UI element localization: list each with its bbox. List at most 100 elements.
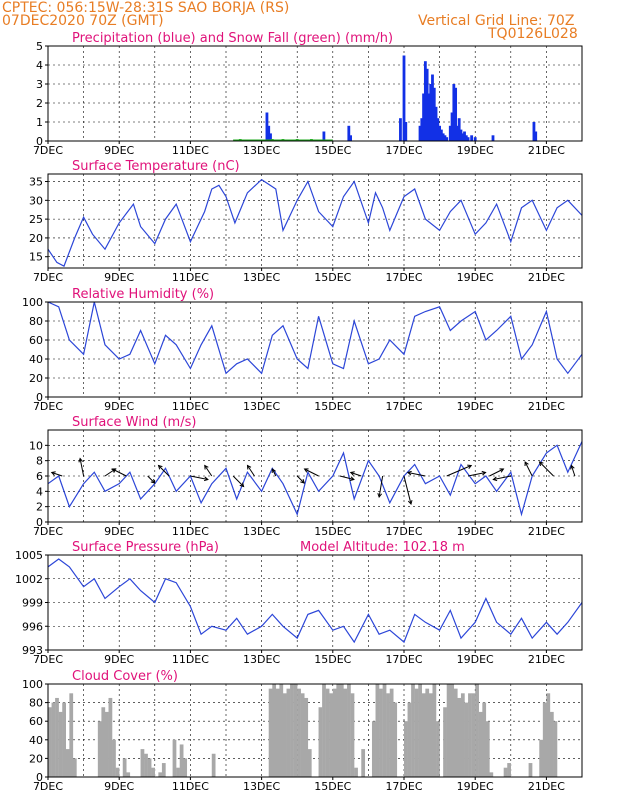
wind-arrow (403, 475, 412, 505)
precip-bar (404, 122, 408, 141)
cloud-bar (293, 684, 298, 777)
precip-bar (322, 131, 326, 141)
y-tick-label: 20 (29, 752, 43, 765)
wind-arrow (446, 465, 472, 477)
cloud-bar (329, 693, 333, 777)
cloud-bar (418, 684, 422, 777)
y-tick-label: 100 (22, 678, 43, 691)
x-tick-label: 13DEC (243, 400, 280, 413)
wind-arrow (407, 472, 426, 477)
y-tick-label: 20 (29, 372, 43, 385)
wind-arrow-head (481, 470, 487, 476)
plot-frame (47, 301, 583, 398)
cloud-bar (371, 721, 376, 777)
x-tick-label: 7DEC (33, 653, 63, 666)
cloud-bar (546, 693, 551, 777)
cloud-bar (161, 763, 166, 777)
cloud-bar (290, 684, 294, 777)
y-tick-label: 8 (36, 455, 43, 468)
y-tick-label: 80 (29, 315, 43, 328)
wind-arrow-head (204, 464, 209, 470)
wind-arrow-head (239, 482, 245, 488)
y-tick-label: 3 (36, 78, 43, 91)
y-tick-label: 993 (22, 644, 43, 657)
cloud-bar (297, 688, 301, 777)
y-tick-label: 4 (36, 485, 43, 498)
cloud-bar (104, 711, 109, 777)
cloud-bar (101, 707, 106, 777)
precip-bar (429, 84, 433, 141)
wind-arrow-head (570, 464, 575, 470)
precip-bar (431, 74, 434, 141)
panel-title: Cloud Cover (%) (72, 669, 178, 684)
cloud-bar (62, 702, 66, 777)
wind-arrow-head (246, 464, 252, 470)
cloud-bar (393, 702, 398, 777)
cloud-bar (339, 684, 344, 777)
precip-bar (349, 135, 352, 141)
panel-1: 15 20 25 30 35 7DEC 9DEC 11DEC 13DEC 15DEC 17DEC 19… (29, 159, 583, 284)
precip-bar (267, 125, 271, 141)
wind-arrow (271, 468, 277, 477)
y-tick-label: 20 (29, 232, 43, 245)
precip-bar (463, 131, 466, 141)
cloud-bar (354, 767, 358, 777)
x-tick-label: 21DEC (528, 400, 565, 413)
cloud-bar (386, 693, 390, 777)
cloud-bar (318, 707, 323, 777)
cloud-bar (51, 702, 56, 777)
y-tick-label: 999 (22, 597, 43, 610)
cloud-bar (325, 688, 330, 777)
x-tick-label: 9DEC (104, 780, 134, 793)
cloud-bar (112, 739, 116, 777)
cloud-bar (268, 688, 273, 777)
cloud-bar (375, 684, 380, 777)
model-altitude: Model Altitude: 102.18 m (300, 540, 465, 555)
x-tick-label: 15DEC (314, 780, 351, 793)
precip-bar (441, 133, 445, 141)
panel-0: 0 1 2 3 4 5 7DEC 9DEC 11DEC 13DEC 15DEC 17DEC 19DEC 2… (33, 31, 583, 157)
y-tick-label: 40 (29, 734, 43, 747)
cloud-bar (457, 697, 462, 777)
panel-4: 993 996 999 1002 1005 7DEC 9DEC 11DEC 13DEC 15DEC… (15, 540, 583, 666)
cloud-bar (549, 711, 554, 777)
cloud-bar (55, 697, 59, 777)
precip-bar (422, 93, 425, 141)
x-tick-label: 19DEC (457, 780, 494, 793)
x-tick-label: 19DEC (457, 144, 494, 157)
cloud-bar (122, 758, 127, 777)
cloud-bar (65, 749, 70, 777)
precip-bar (450, 112, 454, 141)
x-tick-label: 7DEC (33, 400, 63, 413)
precip-bar (452, 84, 456, 141)
x-tick-label: 13DEC (243, 653, 280, 666)
precip-bar (464, 135, 468, 141)
cloud-bar (485, 721, 490, 777)
y-tick-label: 0 (36, 391, 43, 404)
wind-arrow-head (538, 461, 544, 466)
series-line (47, 301, 583, 375)
y-tick-label: 100 (22, 296, 43, 309)
cloud-bar (421, 693, 426, 777)
wind-arrow-head (300, 479, 305, 484)
cloud-bar (72, 758, 77, 777)
plot-frame (47, 173, 583, 269)
x-tick-label: 13DEC (243, 780, 280, 793)
panel-title: Surface Pressure (hPa) (72, 540, 219, 555)
wind-arrow (570, 465, 576, 477)
precip-bar (402, 55, 406, 141)
precip-bar (269, 133, 272, 141)
cloud-bar (350, 693, 355, 777)
cloud-bar (108, 697, 113, 777)
y-tick-label: 5 (36, 40, 43, 53)
x-tick-label: 9DEC (104, 271, 134, 284)
precip-bar (461, 133, 465, 141)
x-tick-label: 17DEC (385, 780, 422, 793)
y-tick-label: 1002 (15, 573, 43, 586)
wind-arrow-head (499, 468, 505, 473)
cloud-bar (183, 758, 188, 777)
x-tick-label: 9DEC (104, 144, 134, 157)
y-tick-label: 2 (36, 97, 43, 110)
cloud-bar (539, 739, 544, 777)
cloud-bar (211, 753, 216, 777)
